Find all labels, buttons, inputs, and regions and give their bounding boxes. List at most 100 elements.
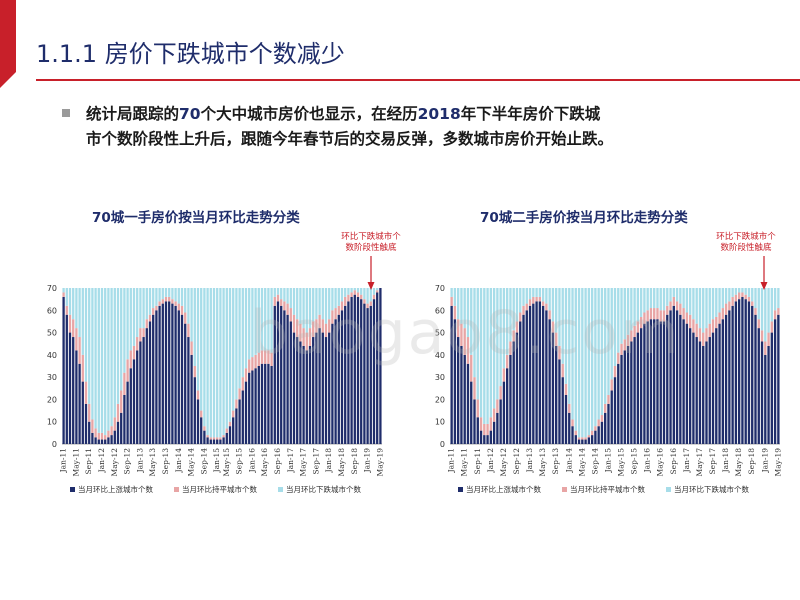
bar-flat xyxy=(486,423,489,436)
bar-flat xyxy=(662,310,666,322)
legend-swatch xyxy=(458,487,463,492)
bar-flat xyxy=(254,354,257,369)
bar-down xyxy=(308,288,312,329)
bar-flat xyxy=(235,399,238,409)
x-tick-label: Jan-11 xyxy=(447,448,456,473)
bar-flat xyxy=(509,341,512,355)
bar-down xyxy=(496,288,499,400)
bar-up xyxy=(502,381,506,444)
bar-down xyxy=(273,288,276,297)
bar-flat xyxy=(777,308,780,315)
bar-down xyxy=(571,288,574,420)
bar-flat xyxy=(123,372,126,395)
bar-up xyxy=(222,437,225,444)
bar-flat xyxy=(72,319,75,338)
bar-up xyxy=(604,412,607,444)
annotation-arrow-head xyxy=(367,282,375,290)
bar-down xyxy=(715,288,718,317)
bar-flat xyxy=(623,339,626,351)
bar-flat xyxy=(203,426,206,431)
bar-up xyxy=(715,328,718,444)
bar-down xyxy=(724,288,728,304)
bar-flat xyxy=(528,299,532,306)
bar-up xyxy=(777,314,780,444)
bar-up xyxy=(568,412,571,444)
bar-flat xyxy=(267,350,270,364)
x-tick-label: May-18 xyxy=(734,448,743,477)
bar-up xyxy=(305,350,308,444)
x-tick-label: May-17 xyxy=(299,448,308,477)
bar-down xyxy=(692,288,695,320)
bar-flat xyxy=(620,343,623,355)
bar-flat xyxy=(184,312,187,324)
bar-down xyxy=(653,288,656,309)
legend-label: 当月环比下跌城市个数 xyxy=(286,484,361,494)
bar-flat xyxy=(558,345,561,360)
bar-down xyxy=(584,288,587,438)
bar-down xyxy=(623,288,626,340)
bar-up xyxy=(597,426,600,444)
bar-down xyxy=(369,288,372,302)
bar-flat xyxy=(767,332,770,346)
bar-up xyxy=(148,321,152,444)
bar-down xyxy=(672,288,675,297)
x-tick-label: May-11 xyxy=(460,448,469,476)
x-tick-label: Sep-16 xyxy=(669,448,678,475)
bar-flat xyxy=(241,377,244,391)
bar-flat xyxy=(97,432,100,440)
bar-flat xyxy=(770,321,774,333)
bar-flat xyxy=(107,430,110,438)
bar-up xyxy=(254,368,257,444)
bar-flat xyxy=(302,328,305,346)
bar-up xyxy=(212,439,216,444)
bar-flat xyxy=(649,308,653,320)
bar-down xyxy=(337,288,340,306)
bar-up xyxy=(190,354,193,444)
bar-down xyxy=(203,288,206,427)
bar-flat xyxy=(702,332,705,346)
bar-up xyxy=(476,417,479,444)
bar-flat xyxy=(376,290,379,293)
bar-down xyxy=(613,288,617,366)
bar-up xyxy=(731,305,734,444)
bar-up xyxy=(653,319,656,444)
bar-flat xyxy=(340,301,344,311)
bar-up xyxy=(72,337,75,444)
intro-text: 统计局跟踪的70个大中城市房价也显示，在经历2018年下半年房价下跌城 市个数阶… xyxy=(86,102,766,152)
bar-flat xyxy=(312,321,315,338)
bar-flat xyxy=(158,301,161,306)
chart-1-title: 70城一手房价按当月环比走势分类 xyxy=(92,210,300,226)
bar-flat xyxy=(456,319,460,338)
bar-down xyxy=(296,288,299,320)
bar-down xyxy=(244,288,248,369)
bar-flat xyxy=(453,305,457,320)
chart-1-annotation: 环比下跌城市个 数阶段性触底 xyxy=(341,232,401,253)
bar-up xyxy=(193,377,196,444)
bar-flat xyxy=(561,363,564,378)
bar-flat xyxy=(744,294,747,300)
bar-flat xyxy=(292,314,296,333)
x-tick-label: Jan-18 xyxy=(324,448,333,474)
x-tick-label: Jan-12 xyxy=(486,448,495,474)
bar-up xyxy=(545,310,548,444)
bar-flat xyxy=(363,299,366,304)
bar-down xyxy=(551,288,555,322)
bar-down xyxy=(734,288,738,295)
bar-down xyxy=(558,288,561,346)
bar-down xyxy=(767,288,770,333)
bar-down xyxy=(476,288,479,400)
y-tick-label: 0 xyxy=(440,440,445,449)
bar-up xyxy=(470,381,473,444)
bar-flat xyxy=(607,394,610,404)
bar-up xyxy=(296,337,299,444)
bar-up xyxy=(292,332,296,444)
bar-down xyxy=(376,288,379,291)
x-tick-label: Jan-17 xyxy=(682,448,691,474)
bar-down xyxy=(685,288,689,313)
x-tick-label: Sep-14 xyxy=(199,448,208,475)
bar-flat xyxy=(656,308,659,320)
bar-flat xyxy=(225,428,228,433)
x-tick-label: Jan-17 xyxy=(286,448,295,474)
bar-down xyxy=(760,288,764,331)
bar-flat xyxy=(659,310,662,322)
